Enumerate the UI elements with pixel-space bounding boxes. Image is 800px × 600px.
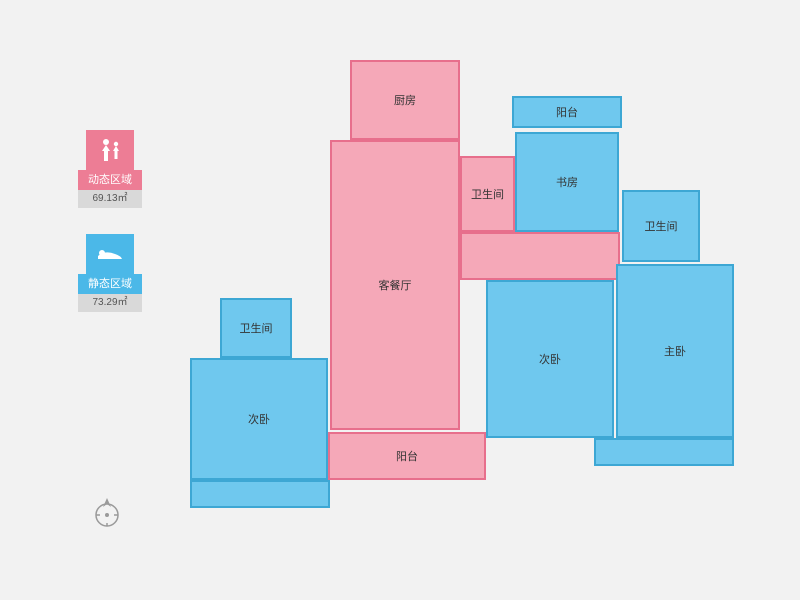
room-kitchen: 厨房 (350, 60, 460, 140)
room-master: 主卧 (616, 264, 734, 438)
floor-plan: 厨房阳台卫生间书房卫生间客餐厅卫生间次卧次卧主卧阳台 (190, 60, 750, 530)
room-bedroom2a: 次卧 (190, 358, 328, 480)
room-label: 主卧 (664, 343, 686, 359)
room-bedroom2b: 次卧 (486, 280, 614, 438)
room-label: 卫生间 (240, 320, 273, 336)
legend-static-value: 73.29㎡ (78, 294, 142, 312)
room-balcony_br (594, 438, 734, 466)
sleep-icon (86, 234, 134, 274)
room-bath1: 卫生间 (460, 156, 515, 232)
legend-dynamic: 动态区域 69.13㎡ (78, 130, 142, 208)
legend-static-label: 静态区域 (78, 274, 142, 294)
people-icon (86, 130, 134, 170)
room-label: 次卧 (539, 351, 561, 367)
room-balcony_bl (190, 480, 330, 508)
room-balcony_bottom: 阳台 (328, 432, 486, 480)
room-bath3: 卫生间 (220, 298, 292, 358)
room-living_ext (460, 232, 620, 280)
room-label: 厨房 (394, 92, 416, 108)
room-label: 客餐厅 (379, 277, 412, 293)
legend-static: 静态区域 73.29㎡ (78, 234, 142, 312)
room-label: 次卧 (248, 411, 270, 427)
room-label: 卫生间 (645, 218, 678, 234)
legend-dynamic-value: 69.13㎡ (78, 190, 142, 208)
room-living: 客餐厅 (330, 140, 460, 430)
legend: 动态区域 69.13㎡ 静态区域 73.29㎡ (78, 130, 142, 338)
room-balcony_top: 阳台 (512, 96, 622, 128)
room-bath2: 卫生间 (622, 190, 700, 262)
compass-icon (90, 496, 124, 535)
room-study: 书房 (515, 132, 619, 232)
legend-dynamic-label: 动态区域 (78, 170, 142, 190)
room-label: 阳台 (396, 448, 418, 464)
room-label: 书房 (556, 174, 578, 190)
room-label: 阳台 (556, 104, 578, 120)
room-label: 卫生间 (471, 186, 504, 202)
